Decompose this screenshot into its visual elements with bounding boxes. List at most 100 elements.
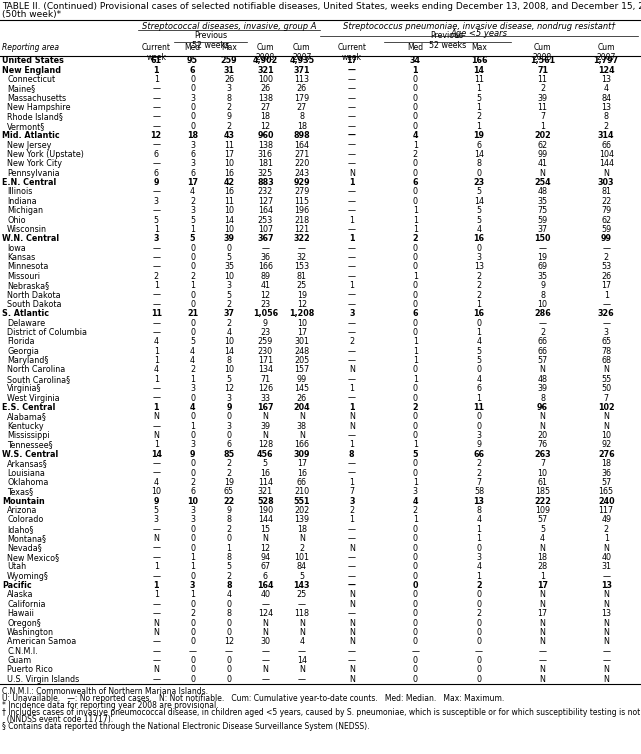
- Text: —: —: [602, 244, 610, 253]
- Text: 26: 26: [601, 271, 612, 280]
- Text: 1: 1: [190, 375, 195, 384]
- Text: 6: 6: [476, 140, 481, 149]
- Text: N: N: [349, 628, 354, 637]
- Text: 0: 0: [413, 84, 418, 93]
- Text: 31: 31: [601, 562, 612, 572]
- Text: Texas§: Texas§: [7, 487, 33, 496]
- Text: 0: 0: [413, 169, 418, 178]
- Text: 2: 2: [413, 403, 418, 412]
- Text: Puerto Rico: Puerto Rico: [7, 666, 53, 674]
- Text: N: N: [153, 618, 159, 627]
- Text: 14: 14: [474, 150, 484, 159]
- Text: 185: 185: [535, 487, 550, 496]
- Text: 66: 66: [297, 478, 307, 487]
- Text: 1: 1: [190, 553, 195, 562]
- Text: 10: 10: [224, 159, 234, 168]
- Text: 222: 222: [534, 497, 551, 506]
- Text: 138: 138: [258, 93, 273, 103]
- Text: 0: 0: [190, 656, 195, 665]
- Text: 0: 0: [413, 197, 418, 206]
- Text: 17: 17: [297, 328, 307, 337]
- Text: 95: 95: [187, 57, 198, 65]
- Text: 35: 35: [224, 262, 234, 271]
- Text: 4: 4: [190, 347, 195, 356]
- Text: —: —: [152, 103, 160, 112]
- Text: 0: 0: [226, 600, 231, 608]
- Text: 2: 2: [190, 366, 195, 375]
- Text: 0: 0: [190, 328, 195, 337]
- Text: N: N: [299, 412, 304, 421]
- Text: Washington: Washington: [7, 628, 54, 637]
- Text: 1: 1: [476, 103, 481, 112]
- Text: —: —: [152, 319, 160, 328]
- Text: 0: 0: [413, 75, 418, 84]
- Text: 259: 259: [221, 57, 237, 65]
- Text: 143: 143: [294, 581, 310, 590]
- Text: —: —: [152, 675, 160, 684]
- Text: New England: New England: [2, 66, 61, 75]
- Text: 0: 0: [413, 188, 418, 196]
- Text: N: N: [349, 169, 354, 178]
- Text: 9: 9: [153, 178, 159, 187]
- Text: 1: 1: [349, 178, 354, 187]
- Text: 309: 309: [294, 450, 310, 459]
- Text: —: —: [602, 300, 610, 309]
- Text: 19: 19: [538, 253, 547, 262]
- Text: 5: 5: [476, 347, 481, 356]
- Text: N: N: [153, 628, 159, 637]
- Text: 14: 14: [474, 197, 484, 206]
- Text: 101: 101: [294, 553, 310, 562]
- Text: C.N.M.I.: C.N.M.I.: [7, 647, 38, 656]
- Text: 157: 157: [294, 366, 310, 375]
- Text: 4: 4: [154, 366, 159, 375]
- Text: 0: 0: [226, 628, 231, 637]
- Text: 1: 1: [349, 216, 354, 225]
- Text: 13: 13: [601, 103, 612, 112]
- Text: 10: 10: [538, 300, 547, 309]
- Text: —: —: [152, 290, 160, 299]
- Text: 2: 2: [190, 478, 195, 487]
- Text: —: —: [152, 328, 160, 337]
- Text: 4: 4: [476, 516, 481, 525]
- Text: 10: 10: [224, 366, 234, 375]
- Text: Cum
2007: Cum 2007: [292, 43, 312, 63]
- Text: 0: 0: [413, 328, 418, 337]
- Text: 1,797: 1,797: [594, 57, 619, 65]
- Text: 0: 0: [413, 525, 418, 534]
- Text: 205: 205: [294, 356, 310, 365]
- Text: 16: 16: [297, 468, 307, 477]
- Text: —: —: [152, 159, 160, 168]
- Text: N: N: [299, 666, 304, 674]
- Text: 7: 7: [476, 478, 481, 487]
- Text: 4: 4: [299, 637, 304, 646]
- Text: —: —: [298, 647, 306, 656]
- Text: 18: 18: [187, 131, 198, 140]
- Text: 9: 9: [190, 450, 196, 459]
- Text: 1: 1: [154, 75, 159, 84]
- Text: S. Atlantic: S. Atlantic: [2, 309, 49, 318]
- Text: § Contains data reported through the National Electronic Disease Surveillance Sy: § Contains data reported through the Nat…: [2, 722, 369, 731]
- Text: 2: 2: [476, 468, 481, 477]
- Text: 14: 14: [224, 216, 234, 225]
- Text: 25: 25: [297, 590, 307, 599]
- Text: 3: 3: [476, 431, 481, 440]
- Text: N: N: [349, 675, 354, 684]
- Text: —: —: [152, 647, 160, 656]
- Text: 17: 17: [601, 281, 612, 290]
- Text: —: —: [348, 394, 356, 403]
- Text: 23: 23: [260, 300, 271, 309]
- Text: E.N. Central: E.N. Central: [2, 178, 56, 187]
- Text: 12: 12: [297, 300, 307, 309]
- Text: 0: 0: [190, 468, 195, 477]
- Text: 18: 18: [297, 122, 307, 130]
- Text: United States: United States: [2, 57, 64, 65]
- Text: 1: 1: [413, 478, 418, 487]
- Text: Louisiana: Louisiana: [7, 468, 45, 477]
- Text: 2: 2: [604, 253, 609, 262]
- Text: 6: 6: [154, 150, 159, 159]
- Text: 124: 124: [258, 609, 273, 618]
- Text: 0: 0: [190, 675, 195, 684]
- Text: 22: 22: [601, 197, 612, 206]
- Text: 41: 41: [538, 159, 547, 168]
- Text: 0: 0: [413, 572, 418, 581]
